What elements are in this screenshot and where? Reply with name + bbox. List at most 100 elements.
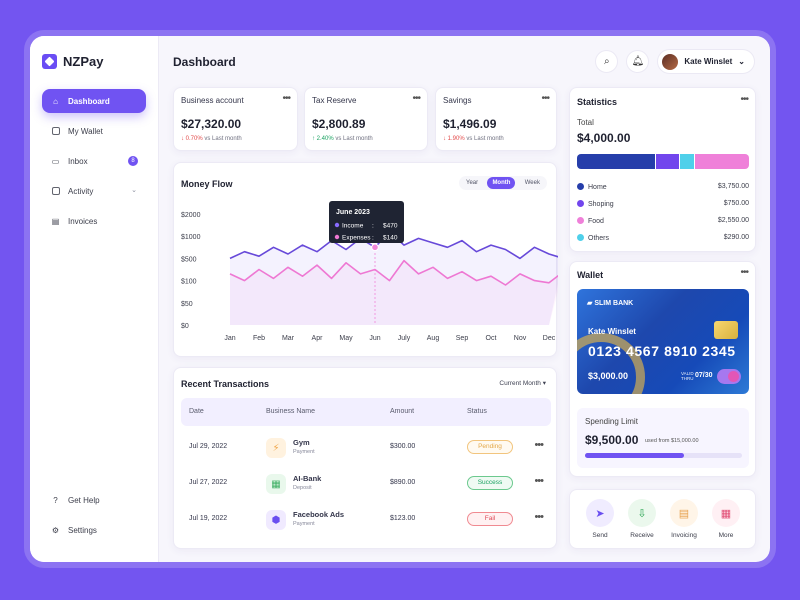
stat-compare-label: vs Last month xyxy=(204,136,242,142)
action-label: Invoicing xyxy=(671,532,697,539)
shopping-color-dot xyxy=(577,200,584,207)
more-options-icon[interactable]: ••• xyxy=(282,93,290,104)
business-name: Facebook Ads xyxy=(293,510,344,519)
y-axis-tick-label: $0 xyxy=(181,323,189,330)
x-axis-tick-label: Nov xyxy=(514,335,527,342)
more-options-icon[interactable]: ••• xyxy=(412,93,420,104)
more-options-icon[interactable]: ••• xyxy=(541,93,549,104)
status-badge: Pending xyxy=(467,440,513,454)
arrow-down-icon: ↓ xyxy=(443,136,446,142)
spending-limit-panel: Spending Limit $9,500.00 used from $15,0… xyxy=(577,408,749,468)
tab-week[interactable]: Week xyxy=(524,180,540,186)
inbox-count-badge: 8 xyxy=(128,156,138,166)
y-axis-tick-label: $1000 xyxy=(181,234,201,241)
wallet-title: Wallet xyxy=(577,270,604,280)
others-color-dot xyxy=(577,234,584,241)
stat-value: $27,320.00 xyxy=(181,117,242,131)
x-axis-tick-label: Jun xyxy=(369,335,380,342)
search-button[interactable]: ⌕ xyxy=(595,50,619,73)
current-month-filter[interactable]: Current Month ▾ xyxy=(499,379,546,387)
legend-label: Food xyxy=(588,218,604,225)
sidebar-item-inbox[interactable]: ▭ Inbox 8 xyxy=(42,149,146,173)
stat-change-percent: 0.70% xyxy=(185,136,203,142)
statistics-title: Statistics xyxy=(577,97,618,107)
money-flow-chart: $2000 $1000 $500 $100 $50 $0 Jan Feb Mar Apr May Ju… xyxy=(181,201,558,342)
more-options-icon[interactable]: ••• xyxy=(740,267,748,278)
expenses-line xyxy=(229,259,558,286)
food-color-dot xyxy=(577,217,584,224)
tooltip-income-value: $470 xyxy=(383,223,398,230)
row-more-icon[interactable]: ••• xyxy=(534,511,544,523)
sidebar-item-my-wallet[interactable]: My Wallet xyxy=(42,119,146,143)
chip-icon xyxy=(714,321,738,339)
wallet-icon xyxy=(51,127,60,136)
invoicing-action[interactable]: ▤ Invoicing xyxy=(662,499,706,547)
food-segment xyxy=(694,154,749,169)
status-badge: Fail xyxy=(467,512,513,526)
sidebar: NZPay ⌂ Dashboard My Wallet ▭ Inbox 8 Ac… xyxy=(30,36,159,562)
user-menu[interactable]: Kate Winslet ⌄ xyxy=(657,49,755,74)
main-content: Dashboard ⌕ 🔔︎ Kate Winslet ⌄ Business a… xyxy=(159,36,770,562)
table-row[interactable]: Jul 27, 2022 ▦ AI-Bank Deposit $890.00 S… xyxy=(181,467,551,500)
table-row[interactable]: Jul 29, 2022 ⚡︎ Gym Payment $300.00 Pend… xyxy=(181,431,551,464)
notifications-button[interactable]: 🔔︎ xyxy=(626,50,650,73)
send-action[interactable]: ➤ Send xyxy=(578,499,622,547)
receive-action[interactable]: ⇩ Receive xyxy=(620,499,664,547)
money-flow-title: Money Flow xyxy=(181,179,233,189)
stat-compare-label: vs Last month xyxy=(335,136,373,142)
spending-progress-fill xyxy=(585,453,684,458)
card-number: 0123 4567 8910 2345 xyxy=(588,343,736,359)
table-row[interactable]: Jul 19, 2022 ⬢ Facebook Ads Payment $123… xyxy=(181,503,551,536)
home-color-dot xyxy=(577,183,584,190)
category-breakdown-bar xyxy=(577,154,749,169)
legend-value: $2,550.00 xyxy=(717,217,749,224)
tooltip-expenses-value: $140 xyxy=(383,235,398,242)
tooltip-expenses-label: Expenses xyxy=(342,235,371,242)
valid-label: VALID xyxy=(681,371,694,376)
recent-transactions-card: Recent Transactions Current Month ▾ Date… xyxy=(173,367,557,549)
row-more-icon[interactable]: ••• xyxy=(534,475,544,487)
arrow-up-icon: ↑ xyxy=(312,136,315,142)
more-options-icon[interactable]: ••• xyxy=(740,94,748,105)
transaction-date: Jul 19, 2022 xyxy=(189,515,228,522)
tab-month[interactable]: Month xyxy=(487,177,516,189)
hexagon-icon: ⬢ xyxy=(266,510,286,530)
legend-label: Others xyxy=(588,235,610,242)
stat-card-savings: Savings ••• $1,496.09 ↓ 1.90% vs Last mo… xyxy=(435,87,557,151)
period-tabs: Year Month Week xyxy=(459,176,547,190)
grid-icon: ▦ xyxy=(712,499,740,527)
page-title: Dashboard xyxy=(173,55,236,69)
sidebar-item-get-help[interactable]: ? Get Help xyxy=(42,488,146,512)
header-amount: Amount xyxy=(390,408,415,415)
transaction-amount: $890.00 xyxy=(390,479,416,486)
y-axis-tick-label: $500 xyxy=(181,256,197,263)
row-more-icon[interactable]: ••• xyxy=(534,439,544,451)
transaction-date: Jul 29, 2022 xyxy=(189,443,228,450)
tooltip-colon: : xyxy=(372,235,374,242)
toggle-knob xyxy=(728,371,739,382)
sidebar-item-invoices[interactable]: ▤ Invoices xyxy=(42,209,146,233)
tab-year[interactable]: Year xyxy=(466,180,479,186)
action-label: Send xyxy=(592,532,608,539)
stat-change-percent: 2.40% xyxy=(316,136,334,142)
legend-label: Shoping xyxy=(588,201,614,208)
bank-name: ▰ SLIM BANK xyxy=(587,299,633,307)
spending-limit-title: Spending Limit xyxy=(585,417,638,426)
y-axis-tick-label: $2000 xyxy=(181,212,201,219)
thru-label: THRU xyxy=(681,376,694,381)
valid-thru-label: VALID THRU xyxy=(681,371,694,381)
transaction-amount: $300.00 xyxy=(390,443,416,450)
chevron-down-icon[interactable]: ⌄ xyxy=(131,187,137,194)
transaction-amount: $123.00 xyxy=(390,515,416,522)
bank-card[interactable]: ▰ SLIM BANK Kate Winslet 0123 4567 8910 … xyxy=(577,289,749,394)
sidebar-item-settings[interactable]: ⚙ Settings xyxy=(42,518,146,542)
help-icon: ? xyxy=(53,495,58,505)
card-toggle[interactable] xyxy=(717,369,741,384)
sidebar-item-label: Settings xyxy=(68,525,97,535)
stat-compare-label: vs Last month xyxy=(466,136,504,142)
more-action[interactable]: ▦ More xyxy=(704,499,748,547)
sidebar-item-dashboard[interactable]: ⌂ Dashboard xyxy=(42,89,146,113)
sidebar-item-activity[interactable]: Activity ⌄ xyxy=(42,179,146,203)
income-area xyxy=(230,231,558,325)
invoice-icon: ▤ xyxy=(51,216,60,226)
